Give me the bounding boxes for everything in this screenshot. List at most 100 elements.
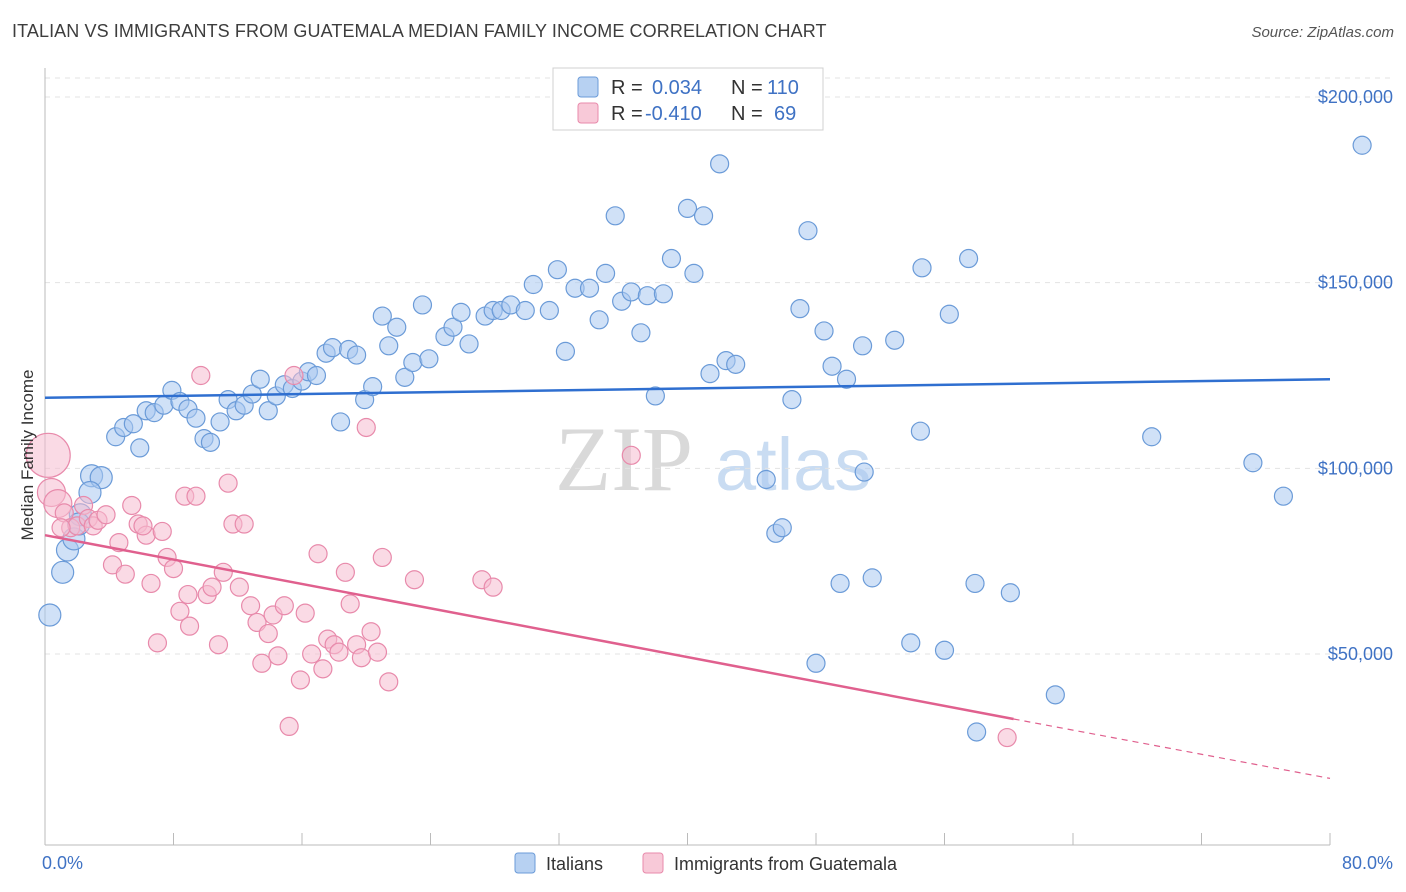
italians-point (830, 573, 850, 594)
italians-point (589, 310, 609, 330)
italians-point (621, 282, 641, 302)
guatemala-point (191, 365, 211, 386)
guatemala-point (379, 672, 399, 692)
guatemala-point (290, 670, 310, 690)
italians-point (210, 412, 230, 432)
legend-r-value-pink: -0.410 (645, 103, 702, 125)
italians-point (555, 341, 576, 361)
watermark: ZIP atlas (555, 408, 871, 510)
italians-point (637, 286, 657, 306)
italians-point (186, 408, 206, 428)
italians-point (726, 354, 746, 374)
guatemala-point (202, 577, 222, 597)
italians-point (605, 206, 625, 226)
italians-point (798, 221, 818, 241)
italians-point (451, 302, 471, 322)
italians-point (814, 321, 834, 341)
italians-point (693, 206, 714, 226)
italians-point (631, 323, 651, 343)
legend-swatch-blue (577, 76, 599, 98)
italians-point (645, 386, 665, 406)
y-tick-label: $150,000 (1318, 273, 1393, 293)
chart-title: ITALIAN VS IMMIGRANTS FROM GUATEMALA MED… (12, 21, 827, 41)
guatemala-point (252, 653, 272, 673)
guatemala-point (356, 417, 376, 438)
watermark-atlas: atlas (715, 423, 871, 506)
legend-r-label-blue: R = (611, 77, 643, 99)
legend-swatch-pink (577, 102, 599, 124)
italians-point (1142, 427, 1162, 447)
guatemala-point (170, 601, 190, 621)
italians-point (661, 248, 682, 269)
guatemala-point (302, 644, 322, 664)
guatemala-point (308, 544, 328, 564)
bottom-legend-guatemala: Immigrants from Guatemala (674, 854, 898, 874)
italians-point (901, 633, 921, 653)
italians-point (806, 653, 826, 673)
guatemala-point (335, 562, 355, 582)
series-legend: Italians Immigrants from Guatemala (514, 852, 898, 874)
guatemala-point (361, 622, 381, 642)
legend-n-label-pink: N = (731, 103, 763, 125)
series-italians (38, 135, 1372, 742)
italians-point (419, 349, 439, 369)
bottom-legend-swatch-guatemala (642, 852, 664, 874)
guatemala-point (268, 646, 288, 666)
italians-point (700, 364, 720, 384)
italians-point (653, 284, 674, 304)
guatemala-point (241, 596, 261, 616)
italians-point (38, 603, 62, 627)
y-tick-label: $100,000 (1318, 458, 1393, 478)
correlation-legend: R = 0.034 N = 110 R = -0.410 N = 69 (552, 67, 824, 131)
italians-point (322, 338, 343, 358)
italians-point (756, 469, 776, 490)
italians-point (523, 274, 543, 295)
y-tick-label: $50,000 (1328, 644, 1393, 664)
guatemala-point (483, 577, 503, 597)
guatemala-point (213, 562, 233, 582)
guatemala-point (115, 564, 135, 584)
italians-point (790, 299, 810, 319)
italians-point (862, 568, 882, 588)
y-tick-label: $200,000 (1318, 87, 1393, 107)
guatemala-point (313, 659, 333, 679)
italians-point (306, 365, 327, 386)
italians-point (684, 263, 704, 283)
guatemala-point (351, 648, 372, 668)
italians-point (579, 278, 600, 298)
guatemala-point (404, 570, 425, 590)
italians-point (1243, 453, 1263, 473)
guatemala-point (997, 727, 1017, 748)
guatemala-point (329, 642, 349, 662)
italians-point (912, 258, 932, 278)
italians-point (130, 438, 150, 458)
italians-point (379, 336, 399, 356)
italians-point (443, 317, 463, 337)
legend-n-label-blue: N = (731, 77, 763, 99)
guatemala-point (367, 642, 388, 662)
italians-point (852, 336, 873, 356)
guatemala-point (340, 594, 360, 614)
legend-r-label-pink: R = (611, 103, 643, 125)
guatemala-point (279, 716, 299, 737)
italians-point (1273, 486, 1294, 506)
italians-point (1000, 583, 1020, 603)
italians-point (395, 367, 415, 387)
guatemala-point (186, 486, 206, 506)
guatemala-point (51, 518, 71, 538)
italians-point (372, 306, 392, 326)
italians-point (539, 300, 559, 321)
guatemala-point (133, 516, 153, 536)
italians-point (965, 573, 985, 594)
guatemala-point (141, 573, 161, 594)
trend-lines (44, 377, 1331, 779)
italians-point (347, 345, 367, 365)
italians-point (200, 432, 221, 452)
italians-point (958, 248, 979, 269)
italians-point (51, 560, 75, 584)
italians-point (885, 330, 905, 350)
bottom-legend-italians: Italians (546, 854, 603, 874)
italians-point (515, 300, 535, 321)
guatemala-point (102, 555, 123, 575)
